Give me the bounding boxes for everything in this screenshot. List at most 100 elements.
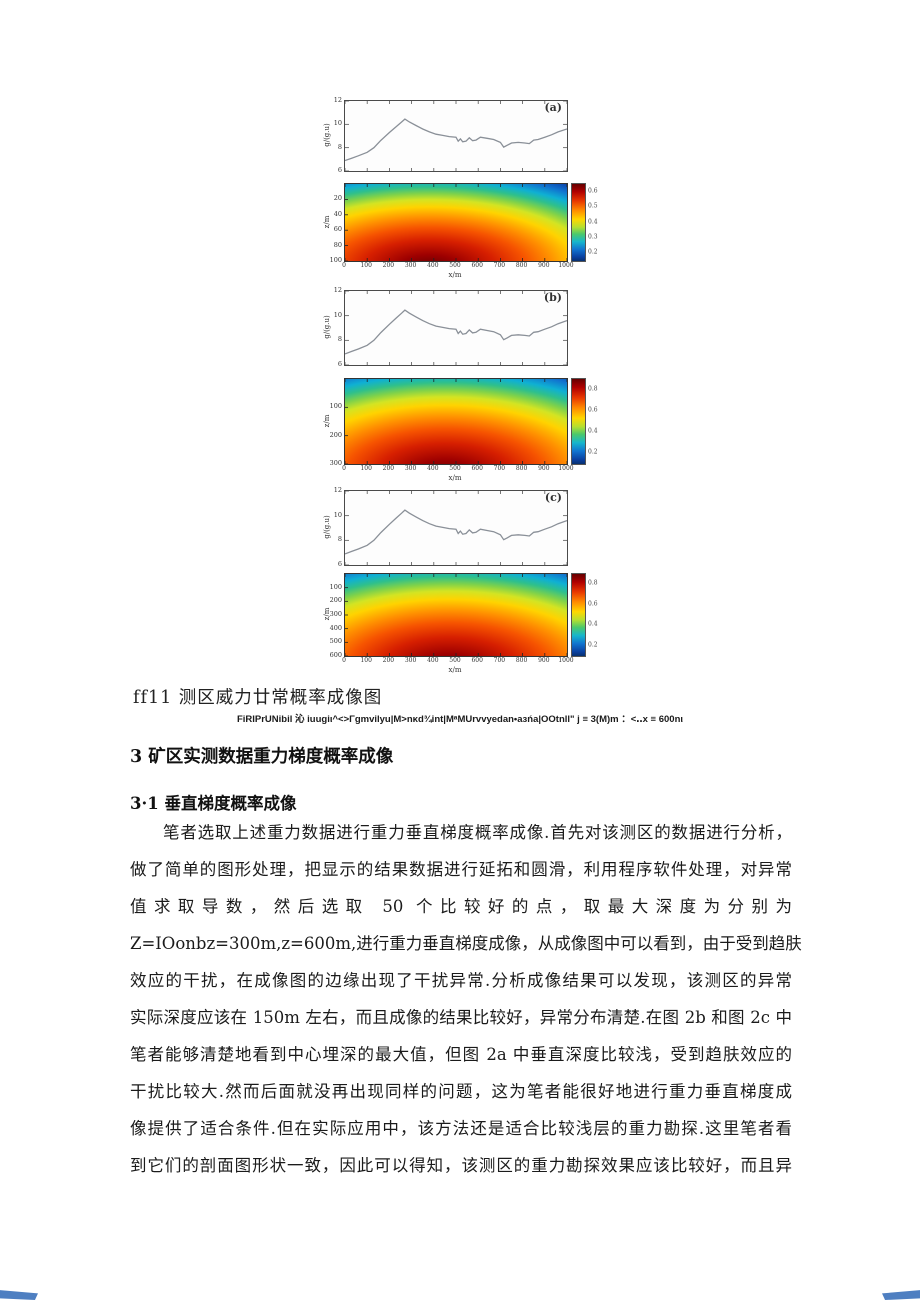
x-tick-label: 500 xyxy=(449,262,461,269)
z-tick-label: 100 xyxy=(329,582,342,591)
x-tick-label: 100 xyxy=(360,657,372,664)
paragraph-line: 笔者能够清楚地看到中心埋深的最大值，但图 2a 中垂直深度比较浅，受到趋肤效应的 xyxy=(130,1045,792,1064)
x-tick-label: 500 xyxy=(449,657,461,664)
z-tick-label: 60 xyxy=(333,225,342,234)
y-tick-label: 12 xyxy=(333,486,342,494)
x-tick-label: 600 xyxy=(471,262,483,269)
x-tick-label: 1000 xyxy=(558,465,574,472)
x-tick-label: 200 xyxy=(382,262,395,269)
colorbar-tick-label: 0.2 xyxy=(588,448,598,456)
figure-caption: ff11 测区威力廿常概率成像图 xyxy=(133,688,383,708)
x-tick-label: 800 xyxy=(515,657,528,664)
z-tick-label: 400 xyxy=(329,623,342,632)
x-tick-label: 300 xyxy=(404,465,417,472)
probability-heatmap xyxy=(344,183,568,262)
heatmap-axis-ticks xyxy=(345,379,567,464)
y-tick-label: 10 xyxy=(333,510,342,519)
paragraph-line: 像提供了适合条件.但在实际应用中，该方法还是适合比较浅层的重力勘探.这里笔者看 xyxy=(130,1119,792,1138)
x-tick-label: 0 xyxy=(342,465,346,472)
paragraph-line: 效应的干扰，在成像图的边缘出现了干扰异常.分析成像结果可以发现，该测区的异常 xyxy=(130,971,792,990)
colorbar-tick-label: 0.6 xyxy=(588,600,598,608)
colorbar xyxy=(571,378,586,465)
x-tick-label: 900 xyxy=(538,657,550,664)
panel-label: (c) xyxy=(544,491,562,504)
subsection-heading: 3·1 垂直梯度概率成像 xyxy=(130,794,297,813)
x-tick-label: 400 xyxy=(427,465,439,472)
y-tick-label: 12 xyxy=(333,286,342,294)
x-tick-label: 200 xyxy=(382,465,395,472)
z-tick-label: 20 xyxy=(333,194,342,203)
colorbar-tick-label: 0.4 xyxy=(588,218,598,225)
z-tick-label: 80 xyxy=(333,240,342,249)
z-tick-label: 600 xyxy=(329,651,342,659)
paragraph-line: Z=IOonbz=300m,z=600m,进行重力垂直梯度成像，从成像图中可以看… xyxy=(130,934,802,953)
x-tick-label: 600 xyxy=(471,657,483,664)
x-tick-label: 400 xyxy=(427,262,439,269)
x-tick-label: 700 xyxy=(493,465,506,472)
colorbar-tick-label: 0.3 xyxy=(588,233,598,241)
page-corner-marker-left xyxy=(0,1290,38,1300)
colorbar-tick-label: 0.5 xyxy=(588,202,598,210)
z-tick-label: 200 xyxy=(329,596,342,605)
x-tick-label: 900 xyxy=(538,262,550,269)
z-tick-label: 100 xyxy=(329,402,342,411)
paragraph-line: 笔者选取上述重力数据进行重力垂直梯度概率成像.首先对该测区的数据进行分析， xyxy=(163,823,792,842)
z-tick-label: 200 xyxy=(329,430,342,439)
paragraph-line: 干扰比较大.然而后面就没再出现同样的问题，这为笔者能很好地进行重力垂直梯度成 xyxy=(130,1082,792,1101)
x-tick-label: 700 xyxy=(493,262,506,269)
panel-label: (b) xyxy=(543,291,562,304)
x-tick-label: 100 xyxy=(360,465,372,472)
figure-subcaption: FiRIPrUNibil 沁 iuugiι^<>Γgmvilyu|M>nκd¾i… xyxy=(236,714,684,725)
y-tick-label: 6 xyxy=(337,166,342,174)
x-axis-label: x/m xyxy=(448,271,462,279)
x-tick-label: 200 xyxy=(382,657,395,664)
x-tick-label: 700 xyxy=(493,657,506,664)
colorbar-tick-label: 0.6 xyxy=(588,406,598,414)
x-tick-label: 800 xyxy=(515,262,528,269)
probability-heatmap xyxy=(344,378,568,465)
line-plot: (b) xyxy=(344,290,568,366)
colorbar-tick-label: 0.4 xyxy=(588,427,598,435)
x-tick-label: 1000 xyxy=(558,262,574,269)
line-plot: (a) xyxy=(344,100,568,172)
colorbar-tick-label: 0.8 xyxy=(588,385,598,393)
x-tick-label: 500 xyxy=(449,465,461,472)
colorbar-tick-label: 0.8 xyxy=(588,579,598,587)
x-tick-label: 0 xyxy=(342,262,346,269)
paragraph-line: 实际深度应该在 150m 左右，而且成像的结果比较好，异常分布清楚.在图 2b … xyxy=(130,1008,792,1027)
z-tick-label: 300 xyxy=(329,459,342,467)
x-tick-label: 600 xyxy=(471,465,483,472)
heatmap-axis-ticks xyxy=(345,184,567,261)
colorbar xyxy=(571,183,586,262)
gravity-profile-curve xyxy=(344,290,568,366)
x-tick-label: 0 xyxy=(342,657,346,664)
colorbar-tick-label: 0.2 xyxy=(588,248,598,256)
gravity-profile-curve xyxy=(344,490,568,566)
y-tick-label: 10 xyxy=(333,119,342,128)
probability-heatmap xyxy=(344,573,568,657)
body-paragraph: 笔者选取上述重力数据进行重力垂直梯度概率成像.首先对该测区的数据进行分析， 做了简… xyxy=(130,814,802,1184)
z-tick-label: 100 xyxy=(329,256,342,264)
y-tick-label: 12 xyxy=(333,96,342,104)
panel-label: (a) xyxy=(544,101,562,114)
paragraph-line: 到它们的剖面图形状一致，因此可以得知，该测区的重力勘探效果应该比较好，而且异 xyxy=(130,1156,792,1175)
x-tick-label: 100 xyxy=(360,262,372,269)
line-plot: (c) xyxy=(344,490,568,566)
x-tick-label: 1000 xyxy=(558,657,574,664)
z-tick-label: 500 xyxy=(329,637,342,646)
z-tick-label: 40 xyxy=(333,209,342,218)
x-tick-label: 300 xyxy=(404,262,417,269)
y-tick-label: 8 xyxy=(337,142,342,151)
figure-panel-c: (c) g/(g.u) 12 10 8 6 z/m 100 200 300 400 500 600 0.8… xyxy=(318,486,603,679)
figure-region: (a) g/(g.u) 12 10 8 6 z/m 20 40 60 80 100 0.6 0.5 0.4 0… xyxy=(318,96,603,684)
x-axis-label: x/m xyxy=(448,474,462,482)
figure-panel-a: (a) g/(g.u) 12 10 8 6 z/m 20 40 60 80 100 0.6 0.5 0.4 0… xyxy=(318,96,603,284)
paragraph-line: 做了简单的图形处理，把显示的结果数据进行延拓和圆滑，利用程序软件处理，对异常 xyxy=(130,860,792,879)
colorbar xyxy=(571,573,586,657)
z-tick-label: 300 xyxy=(329,610,342,618)
y-tick-label: 6 xyxy=(337,360,342,368)
x-tick-label: 800 xyxy=(515,465,528,472)
x-tick-label: 300 xyxy=(404,657,417,664)
x-tick-label: 400 xyxy=(427,657,439,664)
